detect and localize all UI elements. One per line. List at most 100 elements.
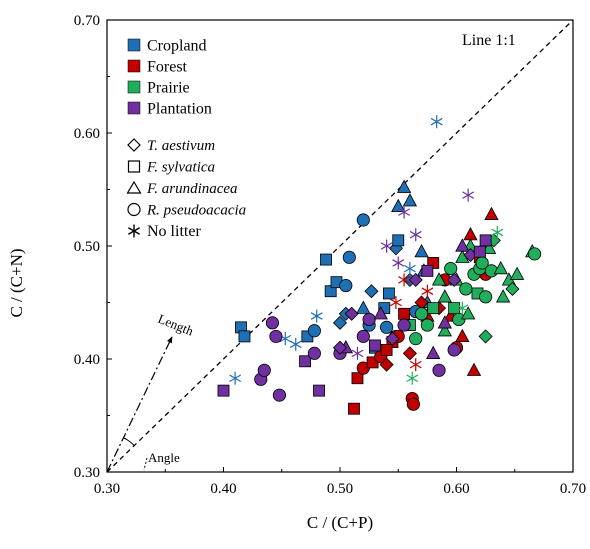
point-forest-27 xyxy=(421,284,434,298)
point-plantation-3 xyxy=(265,316,280,330)
point-cropland-7 xyxy=(339,278,353,293)
length-label: Length xyxy=(156,311,196,339)
point-forest-1 xyxy=(351,372,364,385)
legend-marker-asterisk xyxy=(128,224,140,238)
point-forest-9 xyxy=(402,346,417,361)
point-plantation-29 xyxy=(462,188,475,202)
point-plantation-31 xyxy=(380,239,393,253)
point-cropland-18 xyxy=(391,198,406,213)
legend-marker-square xyxy=(127,160,141,173)
angle-label: Angle xyxy=(148,450,180,465)
point-plantation-0 xyxy=(217,384,230,397)
y-tick-label-1: 0.40 xyxy=(74,352,100,368)
point-plantation-14 xyxy=(369,339,381,352)
angle-arc xyxy=(123,437,135,446)
legend-marker-circle xyxy=(127,202,141,217)
x-tick-label-2: 0.50 xyxy=(327,481,353,497)
point-cropland-19 xyxy=(396,179,412,193)
legend-litter-diamond: T. aestivum xyxy=(147,138,215,154)
reference-line-label: Line 1:1 xyxy=(462,32,516,49)
legend-marker-diamond xyxy=(127,138,141,152)
point-forest-24 xyxy=(484,206,499,220)
point-forest-21 xyxy=(466,362,482,376)
point-forest-29 xyxy=(380,344,393,356)
point-plantation-32 xyxy=(409,228,422,242)
point-forest-25 xyxy=(398,273,411,287)
point-prairie-7 xyxy=(448,302,461,315)
point-plantation-19 xyxy=(421,264,434,277)
point-prairie-18 xyxy=(479,290,493,304)
point-prairie-25 xyxy=(505,281,520,297)
point-forest-19 xyxy=(455,328,470,343)
point-cropland-27 xyxy=(332,315,348,330)
point-cropland-12 xyxy=(364,284,379,299)
point-plantation-13 xyxy=(362,312,376,327)
point-cropland-1 xyxy=(238,330,251,343)
legend-label-prairie: Prairie xyxy=(147,80,190,97)
legend-litter-asterisk: No litter xyxy=(147,223,201,240)
point-prairie-11 xyxy=(459,282,473,296)
point-prairie-6 xyxy=(444,262,458,276)
point-cropland-20 xyxy=(402,193,418,207)
point-plantation-33 xyxy=(392,256,405,270)
point-prairie-31 xyxy=(456,301,469,315)
point-prairie-26 xyxy=(509,266,525,280)
point-cropland-4 xyxy=(320,253,332,266)
point-cropland-28 xyxy=(356,300,371,314)
length-vector-arrowhead xyxy=(166,336,173,344)
point-cropland-35 xyxy=(403,262,416,276)
legend-label-plantation: Plantation xyxy=(147,101,212,118)
point-prairie-29 xyxy=(491,225,504,239)
y-tick-label-4: 0.70 xyxy=(74,13,100,29)
point-forest-26 xyxy=(409,358,422,372)
point-plantation-5 xyxy=(272,388,286,402)
point-plantation-24 xyxy=(455,238,470,252)
point-cropland-3 xyxy=(307,324,321,338)
legend-label-cropland: Cropland xyxy=(147,38,207,55)
point-cropland-33 xyxy=(289,337,302,351)
point-prairie-23 xyxy=(495,289,511,303)
point-prairie-1 xyxy=(409,332,423,346)
legend-label-forest: Forest xyxy=(147,59,188,76)
point-forest-5 xyxy=(379,357,394,372)
legend-litter-square: F. sylvatica xyxy=(146,160,215,176)
point-cropland-9 xyxy=(342,250,356,264)
point-plantation-28 xyxy=(447,272,462,287)
point-cropland-15 xyxy=(383,287,395,300)
legend-swatch-plantation xyxy=(127,101,141,115)
point-prairie-34 xyxy=(414,307,429,321)
point-prairie-9 xyxy=(452,312,466,327)
point-prairie-22 xyxy=(493,260,508,275)
point-plantation-8 xyxy=(313,384,325,397)
point-cropland-21 xyxy=(414,243,429,258)
point-cropland-34 xyxy=(310,309,323,323)
point-plantation-11 xyxy=(344,306,359,321)
point-plantation-27 xyxy=(479,234,492,247)
point-prairie-5 xyxy=(437,289,453,303)
legend-marker-triangle xyxy=(126,180,142,194)
x-tick-label-3: 0.60 xyxy=(443,481,469,497)
point-plantation-22 xyxy=(437,315,453,329)
point-plantation-12 xyxy=(356,329,370,343)
point-cropland-17 xyxy=(392,234,405,247)
point-prairie-19 xyxy=(481,240,497,254)
point-cropland-30 xyxy=(430,115,443,129)
point-cropland-31 xyxy=(229,371,242,385)
y-tick-label-3: 0.60 xyxy=(74,126,100,142)
point-plantation-17 xyxy=(397,318,411,332)
point-forest-20 xyxy=(463,227,478,241)
legend-litter-circle: R. pseudoacacia xyxy=(146,203,246,219)
legend-swatch-cropland xyxy=(127,38,141,52)
point-plantation-26 xyxy=(473,245,486,258)
y-tick-label-0: 0.30 xyxy=(74,465,100,481)
point-plantation-2 xyxy=(257,363,271,377)
point-plantation-35 xyxy=(332,340,348,355)
point-forest-8 xyxy=(398,307,410,320)
x-axis-title: C / (C+P) xyxy=(307,513,373,532)
point-plantation-16 xyxy=(385,331,400,346)
point-prairie-33 xyxy=(478,329,493,344)
point-plantation-34 xyxy=(351,346,364,360)
x-tick-label-4: 0.70 xyxy=(560,481,586,497)
